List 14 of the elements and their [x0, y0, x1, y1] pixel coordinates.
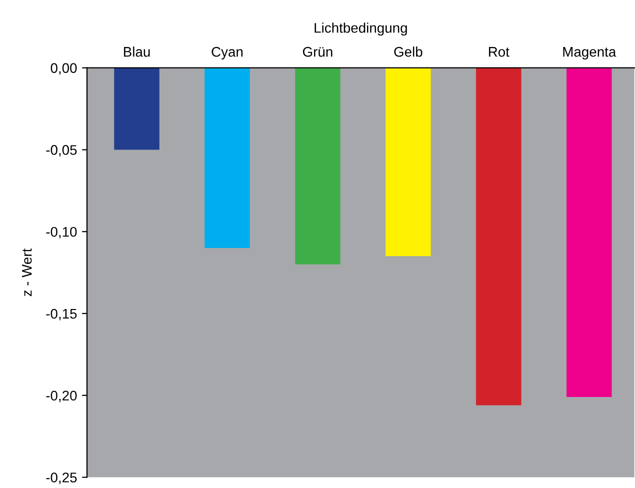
y-tick-label: -0,25	[46, 472, 77, 484]
x-tick-label: Cyan	[212, 46, 243, 60]
y-tick-label: -0,15	[46, 308, 77, 320]
y-tick-label: -0,05	[46, 145, 77, 157]
x-tick-label: Blau	[124, 46, 150, 57]
x-tick-label: Grün	[302, 46, 332, 57]
y-tick-label: -0,20	[46, 390, 77, 402]
y-tick-label: -0,10	[46, 226, 77, 238]
y-tick-label: 0,00	[50, 63, 77, 75]
y-axis-title: z - Wert	[22, 248, 32, 296]
x-axis-title: Lichtbedingung	[314, 22, 407, 36]
x-tick-label: Rot	[488, 47, 510, 57]
x-tick-label: Magenta	[563, 47, 616, 60]
x-tick-label: Gelb	[394, 46, 422, 57]
